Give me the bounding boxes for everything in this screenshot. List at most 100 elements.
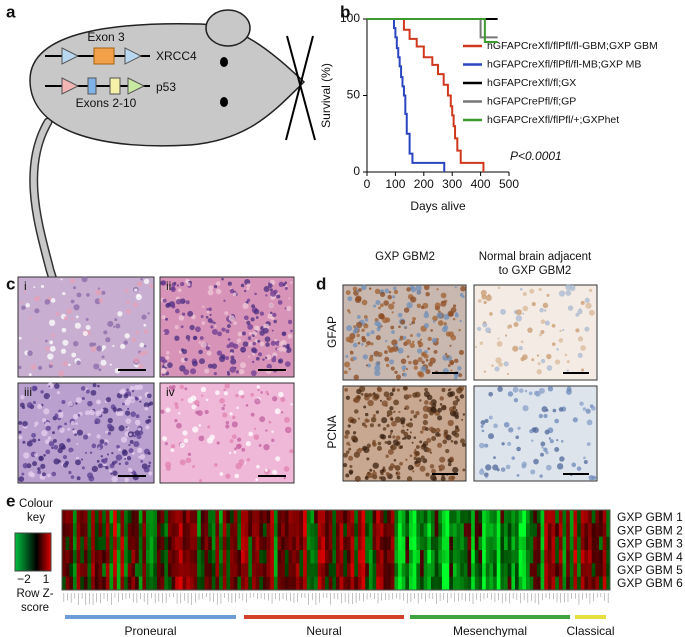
texture-dot [235, 393, 239, 398]
heatmap-cell [387, 536, 392, 551]
heatmap-cell [387, 576, 392, 591]
heatmap-cell [251, 523, 256, 537]
heatmap-cell [237, 510, 242, 524]
heatmap-cell [211, 563, 216, 577]
texture-dot [439, 396, 444, 401]
texture-dot [558, 290, 566, 297]
heatmap-cell [248, 536, 253, 551]
texture-dot [216, 350, 223, 356]
heatmap-cell [496, 576, 501, 591]
heatmap-cell [368, 536, 373, 551]
heatmap-cell [241, 536, 245, 551]
heatmap-cell [376, 563, 381, 577]
texture-dot [130, 469, 133, 473]
heatmap-cell [456, 563, 461, 577]
texture-dot [505, 464, 511, 470]
texture-dot [243, 315, 249, 321]
texture-dot [136, 434, 142, 440]
heatmap-cell [109, 536, 114, 551]
heatmap-cell [467, 576, 472, 591]
heatmap-cell [456, 510, 461, 524]
texture-dot [38, 455, 44, 462]
texture-dot [384, 440, 388, 444]
texture-dot [539, 333, 543, 337]
texture-dot [394, 416, 402, 423]
texture-dot [384, 339, 388, 343]
heatmap-cell [284, 523, 289, 537]
texture-dot [47, 382, 54, 389]
x-tick-label: 100 [385, 177, 405, 191]
texture-dot [123, 340, 128, 345]
texture-dot [489, 312, 493, 316]
texture-dot [265, 429, 268, 432]
heatmap-cell [259, 576, 264, 591]
heatmap-cell [416, 576, 421, 591]
row-label: GXP GBM 3 [617, 537, 683, 551]
texture-dot [402, 425, 405, 428]
texture-dot [236, 406, 239, 410]
texture-dot [419, 338, 423, 341]
texture-dot [481, 429, 485, 433]
texture-dot [588, 309, 595, 316]
heatmap-cell [591, 563, 596, 577]
texture-dot [64, 422, 67, 426]
texture-dot [545, 408, 549, 412]
heatmap-cell [595, 550, 600, 564]
heatmap-cell [175, 550, 180, 564]
texture-dot [180, 282, 185, 287]
texture-dot [205, 346, 210, 351]
heatmap-cell [379, 563, 384, 577]
heatmap-cell [295, 563, 300, 577]
heatmap-cell [555, 536, 560, 551]
texture-dot [543, 447, 548, 452]
heatmap-cell [390, 563, 395, 577]
heatmap-cell [251, 510, 256, 524]
heatmap-cell [241, 550, 245, 564]
texture-dot [503, 361, 509, 367]
texture-dot [395, 472, 398, 475]
heatmap-cell [562, 550, 567, 564]
texture-dot [208, 285, 214, 291]
texture-dot [278, 391, 284, 398]
heatmap-cell [281, 576, 286, 591]
heatmap-cell [354, 536, 359, 551]
texture-dot [44, 421, 51, 427]
heatmap-cell [248, 523, 253, 537]
heatmap-cell [463, 576, 468, 591]
texture-dot [393, 289, 399, 295]
heatmap-cell [372, 510, 377, 524]
texture-dot [432, 320, 436, 323]
heatmap-cell [405, 523, 410, 537]
texture-dot [459, 319, 462, 323]
texture-dot [227, 324, 231, 328]
heatmap-cell [438, 576, 443, 591]
texture-dot [425, 359, 429, 362]
heatmap-cell [558, 576, 563, 591]
texture-dot [485, 464, 492, 471]
texture-dot [81, 466, 85, 470]
heatmap-cell [120, 563, 125, 577]
texture-dot [34, 421, 39, 426]
texture-dot [392, 301, 395, 305]
heatmap-cell [233, 510, 238, 524]
texture-dot [49, 345, 56, 352]
heatmap-cell [606, 536, 611, 551]
texture-dot [71, 352, 77, 358]
heatmap-cell [493, 510, 498, 524]
texture-dot [60, 348, 67, 354]
texture-dot [178, 315, 185, 321]
heatmap-cell [62, 563, 66, 577]
heatmap-cell [328, 563, 333, 577]
heatmap-cell [215, 563, 220, 577]
heatmap-cell [69, 523, 74, 537]
heatmap-cell [412, 510, 417, 524]
heatmap-cell [149, 563, 154, 577]
heatmap-cell [383, 576, 388, 591]
texture-dot [284, 286, 288, 290]
texture-dot [62, 455, 68, 460]
texture-dot [350, 418, 354, 423]
group-label: Neural [306, 624, 341, 637]
texture-dot [411, 320, 416, 325]
heatmap-cell [365, 523, 370, 537]
texture-dot [392, 295, 396, 299]
